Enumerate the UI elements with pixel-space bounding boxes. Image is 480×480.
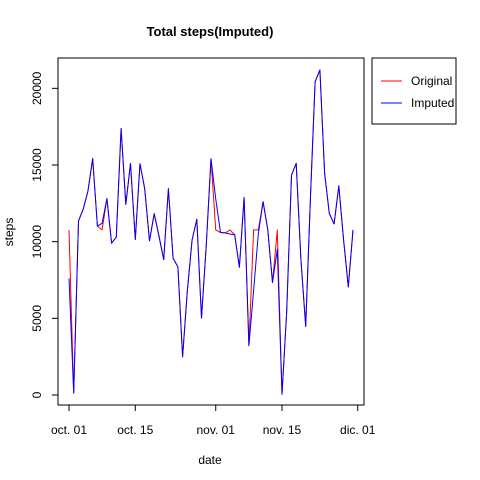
legend-label-original: Original bbox=[411, 74, 452, 88]
y-axis: 0 5000 10000 15000 20000 bbox=[30, 71, 59, 398]
series-layer bbox=[68, 69, 354, 395]
legend: Original Imputed bbox=[371, 57, 457, 125]
plot-area-border bbox=[57, 57, 365, 406]
x-tick-label: oct. 15 bbox=[117, 423, 153, 437]
x-tick-label: nov. 15 bbox=[263, 423, 302, 437]
y-tick-label: 0 bbox=[30, 391, 44, 398]
y-tick-label: 20000 bbox=[30, 71, 44, 105]
y-tick-label: 5000 bbox=[30, 305, 44, 332]
x-tick-label: dic. 01 bbox=[340, 423, 376, 437]
series-line-original bbox=[68, 69, 354, 395]
legend-label-imputed: Imputed bbox=[411, 96, 454, 110]
x-axis-label: date bbox=[198, 453, 222, 467]
x-axis: oct. 01 oct. 15 nov. 01 nov. 15 dic. 01 bbox=[51, 404, 376, 437]
chart-title: Total steps(Imputed) bbox=[147, 24, 274, 39]
y-tick-label: 15000 bbox=[30, 148, 44, 182]
legend-box bbox=[371, 57, 457, 125]
y-axis-label: steps bbox=[2, 218, 16, 247]
x-tick-label: nov. 01 bbox=[196, 423, 235, 437]
y-tick-label: 10000 bbox=[30, 225, 44, 259]
x-tick-label: oct. 01 bbox=[51, 423, 87, 437]
series-line-imputed bbox=[68, 69, 354, 395]
